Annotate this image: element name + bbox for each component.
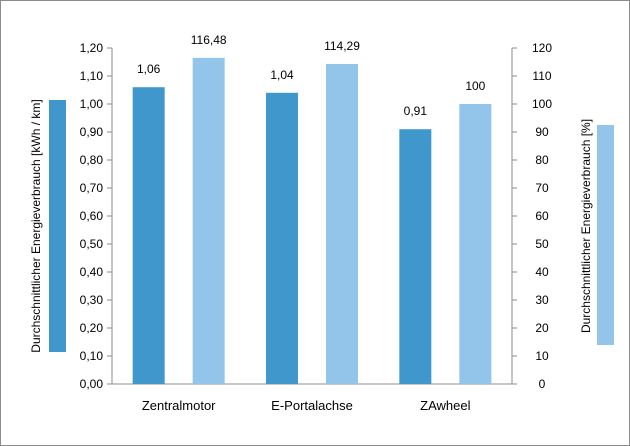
left-axis-ticks: 0,00 0,10 0,20 0,30 0,40 0,50 0,60 0,70 0,80 0,90…	[80, 41, 112, 391]
left-tick-label: 0,20	[80, 321, 104, 335]
left-tick-label: 1,00	[80, 97, 104, 111]
right-tick-label: 10	[535, 349, 549, 363]
left-tick-label: 0,40	[80, 265, 104, 279]
bar-percent	[326, 63, 358, 384]
left-tick-label: 0,10	[80, 349, 104, 363]
left-tick-label: 0,90	[80, 125, 104, 139]
bar-percent	[192, 57, 225, 385]
right-tick-label: 110	[532, 69, 551, 83]
right-tick-label: 70	[535, 181, 549, 195]
data-label: 100	[465, 79, 485, 93]
left-tick-label: 0,60	[80, 209, 104, 223]
bar-percent	[459, 104, 492, 384]
right-tick-label: 40	[535, 265, 549, 279]
data-labels: 1,06 116,48 1,04 114,29 0,91 100	[137, 33, 486, 118]
left-tick-label: 0,30	[80, 293, 104, 307]
data-label: 114,29	[324, 39, 360, 53]
left-tick-label: 1,20	[80, 41, 104, 55]
axes	[111, 48, 513, 385]
category-label: E-Portalachse	[271, 398, 353, 413]
left-axis-title: Durchschnittlicher Energieverbrauch [kWh…	[29, 99, 43, 352]
right-legend-key	[597, 125, 614, 345]
left-tick-label: 0,80	[80, 153, 104, 167]
right-tick-label: 50	[535, 237, 549, 251]
right-axis-ticks: 0 10 20 30 40 50 60 70 80 90 100 110 120	[512, 41, 552, 391]
right-tick-label: 0	[539, 377, 546, 391]
category-label: Zentralmotor	[142, 398, 216, 413]
left-tick-label: 0,00	[80, 377, 104, 391]
data-label: 0,91	[404, 104, 428, 118]
bar-kwh	[399, 129, 432, 384]
left-tick-label: 1,10	[80, 69, 104, 83]
data-label: 1,04	[270, 68, 294, 82]
right-axis-title: Durchschnittlicher Energieverbrauch [%]	[579, 119, 593, 333]
bars	[132, 57, 492, 385]
left-tick-label: 0,70	[80, 181, 104, 195]
category-labels: Zentralmotor E-Portalachse ZAwheel	[142, 398, 471, 413]
right-tick-label: 20	[535, 321, 549, 335]
left-legend-key	[49, 100, 66, 352]
right-tick-label: 60	[535, 209, 549, 223]
right-tick-label: 120	[532, 41, 552, 55]
bar-kwh	[266, 92, 298, 385]
right-tick-label: 80	[535, 153, 549, 167]
bar-kwh	[132, 87, 165, 384]
right-tick-label: 30	[535, 293, 549, 307]
category-label: ZAwheel	[420, 398, 470, 413]
data-label: 1,06	[137, 62, 161, 76]
left-tick-label: 0,50	[80, 237, 104, 251]
right-tick-label: 90	[535, 125, 549, 139]
data-label: 116,48	[191, 33, 227, 47]
right-tick-label: 100	[532, 97, 552, 111]
